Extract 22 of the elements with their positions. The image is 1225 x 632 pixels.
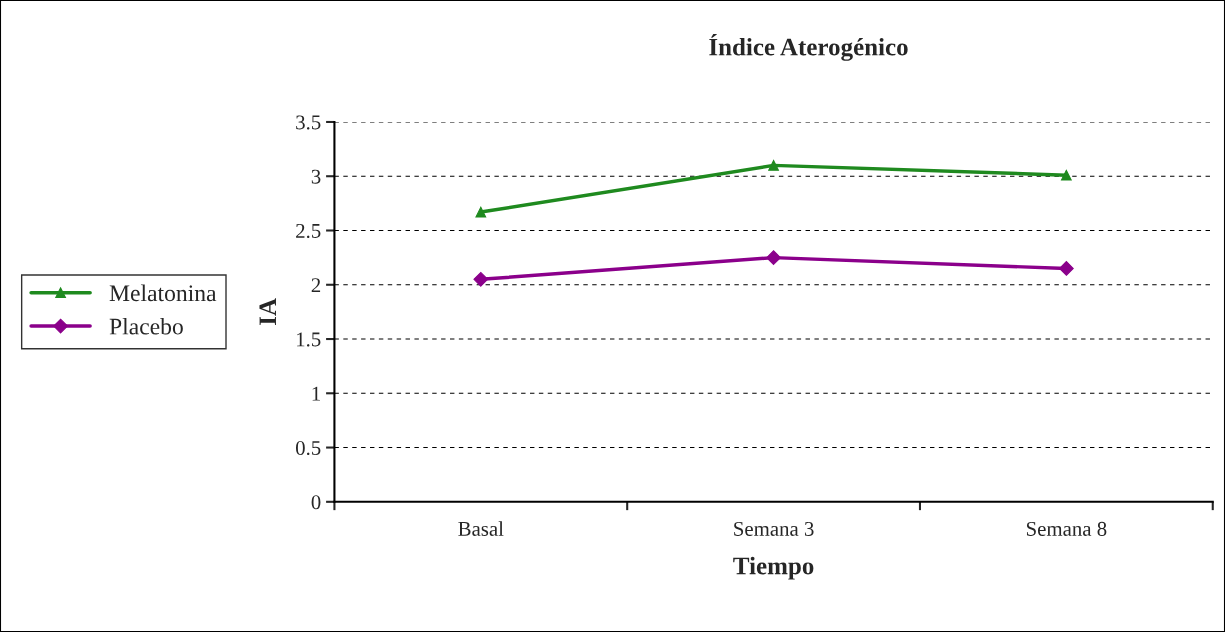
chart-title: Índice Aterogénico: [709, 33, 908, 61]
y-tick-label: 1.5: [297, 332, 321, 347]
x-tick-label: Semana 3: [734, 521, 814, 536]
x-tick-label: Semana 8: [1026, 521, 1107, 536]
y-tick-label: 3: [311, 169, 321, 184]
legend-label: Melatonina: [109, 284, 217, 302]
y-tick-label: 1: [312, 386, 320, 401]
y-tick-label: 3.5: [296, 115, 321, 130]
point: [475, 206, 487, 218]
point: [1058, 261, 1074, 276]
point: [1060, 169, 1072, 181]
y-tick-label: 0: [311, 495, 321, 510]
y-tick-label: 2: [311, 278, 321, 292]
y-tick-label: 2.5: [296, 223, 321, 239]
point: [768, 160, 779, 171]
point: [473, 271, 489, 287]
x-axis-title: Tiempo: [733, 556, 814, 580]
x-tick-label: Basal: [458, 521, 504, 536]
y-tick-label: 0.5: [295, 440, 321, 456]
legend-label: Placebo: [109, 317, 183, 335]
y-axis-title: IA: [259, 298, 276, 325]
point: [766, 250, 781, 266]
